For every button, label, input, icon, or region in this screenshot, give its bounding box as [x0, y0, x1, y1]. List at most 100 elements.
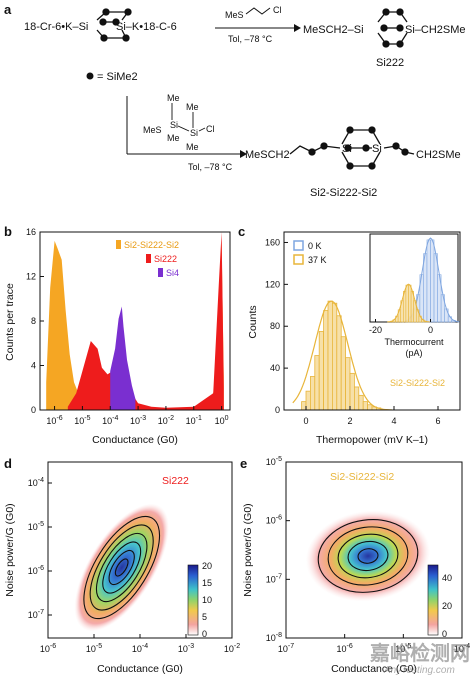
contour-ring-1	[114, 558, 129, 577]
panel-label-a: a	[4, 2, 12, 17]
contour-ring-2	[347, 540, 389, 572]
xtick-label-1: 10-6	[337, 643, 353, 654]
panel-label-e: e	[240, 456, 247, 471]
colorbar-e-tick-40: 40	[442, 573, 452, 583]
product-1-left: MeSCH2–Si	[303, 24, 364, 36]
panel-b-series-0	[46, 240, 224, 410]
panel-c-bar-1	[305, 390, 311, 411]
panel-b-plot-area: 0 4 8 12 16 10-6 10-5 10-4 10-3 10-2 10-1 100	[26, 227, 229, 426]
panel-c-frame	[283, 231, 461, 411]
panel-e-ylabel: Noise power/G (G0)	[242, 503, 254, 596]
xtick-label-2: 10-4	[132, 643, 148, 654]
panel-c-annotation: Si2-Si222-Si2	[390, 378, 445, 388]
inset-xtick-label-1: 0	[428, 325, 433, 335]
panel-e-annotation: Si2-Si222-Si2	[330, 471, 394, 483]
ytick-label-2: 10-6	[266, 515, 282, 526]
panel-c-ytick-label-2: 80	[270, 321, 280, 331]
product-2-right: CH2SMe	[416, 149, 461, 161]
panel-c: c 0 40 80 120 160 0 2 4 6 Counts Thermopower (mV…	[238, 224, 461, 446]
inset-bar-0-5	[423, 253, 428, 323]
panel-c-bar-3	[314, 355, 320, 411]
colorbar-e-tick-20: 20	[442, 601, 452, 611]
xtick-label-2: 10-5	[395, 643, 411, 654]
panel-d-xlabel: Conductance (G0)	[97, 663, 183, 675]
contour-ring-4	[95, 532, 148, 603]
reagent-2-cl: Cl	[206, 124, 215, 134]
ytick-label-3: 10-4	[28, 477, 44, 488]
product-1-cage-structure	[377, 8, 408, 48]
product-2-si-right: Si	[372, 143, 382, 155]
reagent-2-me-4: Me	[186, 142, 199, 152]
panel-b-ytick-label-0: 0	[31, 405, 36, 415]
reactant-label-right: Si–K•18-C-6	[116, 21, 177, 33]
xtick-label-0: 10-6	[40, 643, 56, 654]
panel-b-ytick-label-1: 4	[31, 361, 36, 371]
panel-c-bar-12	[353, 386, 360, 411]
reagent-2-me-1: Me	[167, 93, 180, 103]
ytick-label-3: 10-5	[266, 456, 282, 467]
panel-c-bar-8	[336, 315, 342, 411]
panel-c-bar-5	[323, 310, 329, 411]
contour-ring-4	[327, 526, 409, 586]
panel-label-b: b	[4, 224, 12, 239]
product-2-structure	[289, 126, 415, 170]
xtick-label-4: 10-2	[224, 643, 240, 654]
product-2-name: Si2-Si222-Si2	[310, 187, 377, 199]
panel-c-xtick-label-0: 0	[303, 416, 308, 426]
panel-b-frame	[39, 231, 231, 411]
inset-xlabel: Thermocurrent	[384, 337, 444, 347]
reagent-2-si2: Si	[190, 128, 198, 138]
contour-ring-6	[83, 515, 161, 620]
product-1-name: Si222	[376, 57, 404, 69]
watermark-cn: 嘉峪检测网	[369, 641, 470, 665]
panel-c-ytick-label-3: 120	[265, 279, 280, 289]
legend-label-37k: 37 K	[308, 255, 327, 265]
panel-c-xtick-label-3: 6	[435, 416, 440, 426]
panel-c-ytick-label-4: 160	[265, 237, 280, 247]
reaction-arrow-2	[126, 96, 247, 158]
panel-c-ytick-label-0: 0	[275, 405, 280, 415]
panel-c-fit-curve	[292, 300, 392, 411]
panel-b-xtick-label-2: 10-4	[102, 415, 118, 426]
colorbar-d-tick-15: 15	[202, 578, 212, 588]
panel-d-colorbar: 20 15 10 5 0	[187, 561, 212, 639]
inset-bar-1-7	[408, 284, 412, 323]
panel-e-xlabel: Conductance (G0)	[331, 663, 417, 675]
panel-c-ytick-label-1: 40	[270, 363, 280, 373]
ytick-label-2: 10-5	[28, 521, 44, 532]
inset-xunit: (pA)	[405, 348, 422, 358]
reagent-1-mes: MeS	[225, 10, 244, 20]
contour-ring-5	[317, 519, 419, 593]
heatmap-cloud	[74, 503, 169, 632]
legend-swatch-si2-si222-si2	[116, 240, 121, 249]
product-1-right: Si–CH2SMe	[405, 24, 466, 36]
legend-swatch-37k	[293, 254, 304, 265]
panel-label-c: c	[238, 224, 245, 239]
colorbar-e-tick-0: 0	[442, 629, 447, 639]
panel-c-plot-area: 0 40 80 120 160 0 2 4 6	[265, 237, 441, 426]
panel-label-d: d	[4, 456, 12, 471]
inset-bar-1-6	[405, 284, 409, 323]
reactant-label-left: 18-Cr-6•K–Si	[24, 21, 88, 33]
contour-ring-3	[337, 533, 399, 579]
conditions-1: Tol, –78 °C	[228, 34, 273, 44]
colorbar-d	[187, 564, 199, 636]
xtick-label-3: 10-4	[454, 643, 470, 654]
colorbar-d-tick-0: 0	[202, 629, 207, 639]
panel-e: e 10-810-710-610-510-7 10-6 10-5 10-4 Noise…	[240, 456, 470, 675]
panel-c-bar-10	[345, 357, 351, 411]
panel-c-bar-15	[367, 404, 373, 411]
panel-c-bar-7	[331, 302, 338, 411]
conditions-2: Tol, –78 °C	[188, 162, 233, 172]
panel-c-bar-4	[318, 331, 325, 411]
legend-label-si4: Si4	[166, 268, 179, 278]
panel-d-annotation: Si222	[162, 475, 189, 487]
ytick-label-1: 10-7	[266, 573, 282, 584]
inset-bar-0-8	[433, 253, 438, 323]
panel-b-ylabel: Counts per trace	[4, 283, 16, 361]
panel-e-colorbar: 40 20 0	[427, 564, 452, 639]
inset-bar-0-6	[426, 239, 431, 323]
reaction-arrow-1	[215, 24, 301, 32]
product-2-left: MeSCH2	[245, 149, 290, 161]
